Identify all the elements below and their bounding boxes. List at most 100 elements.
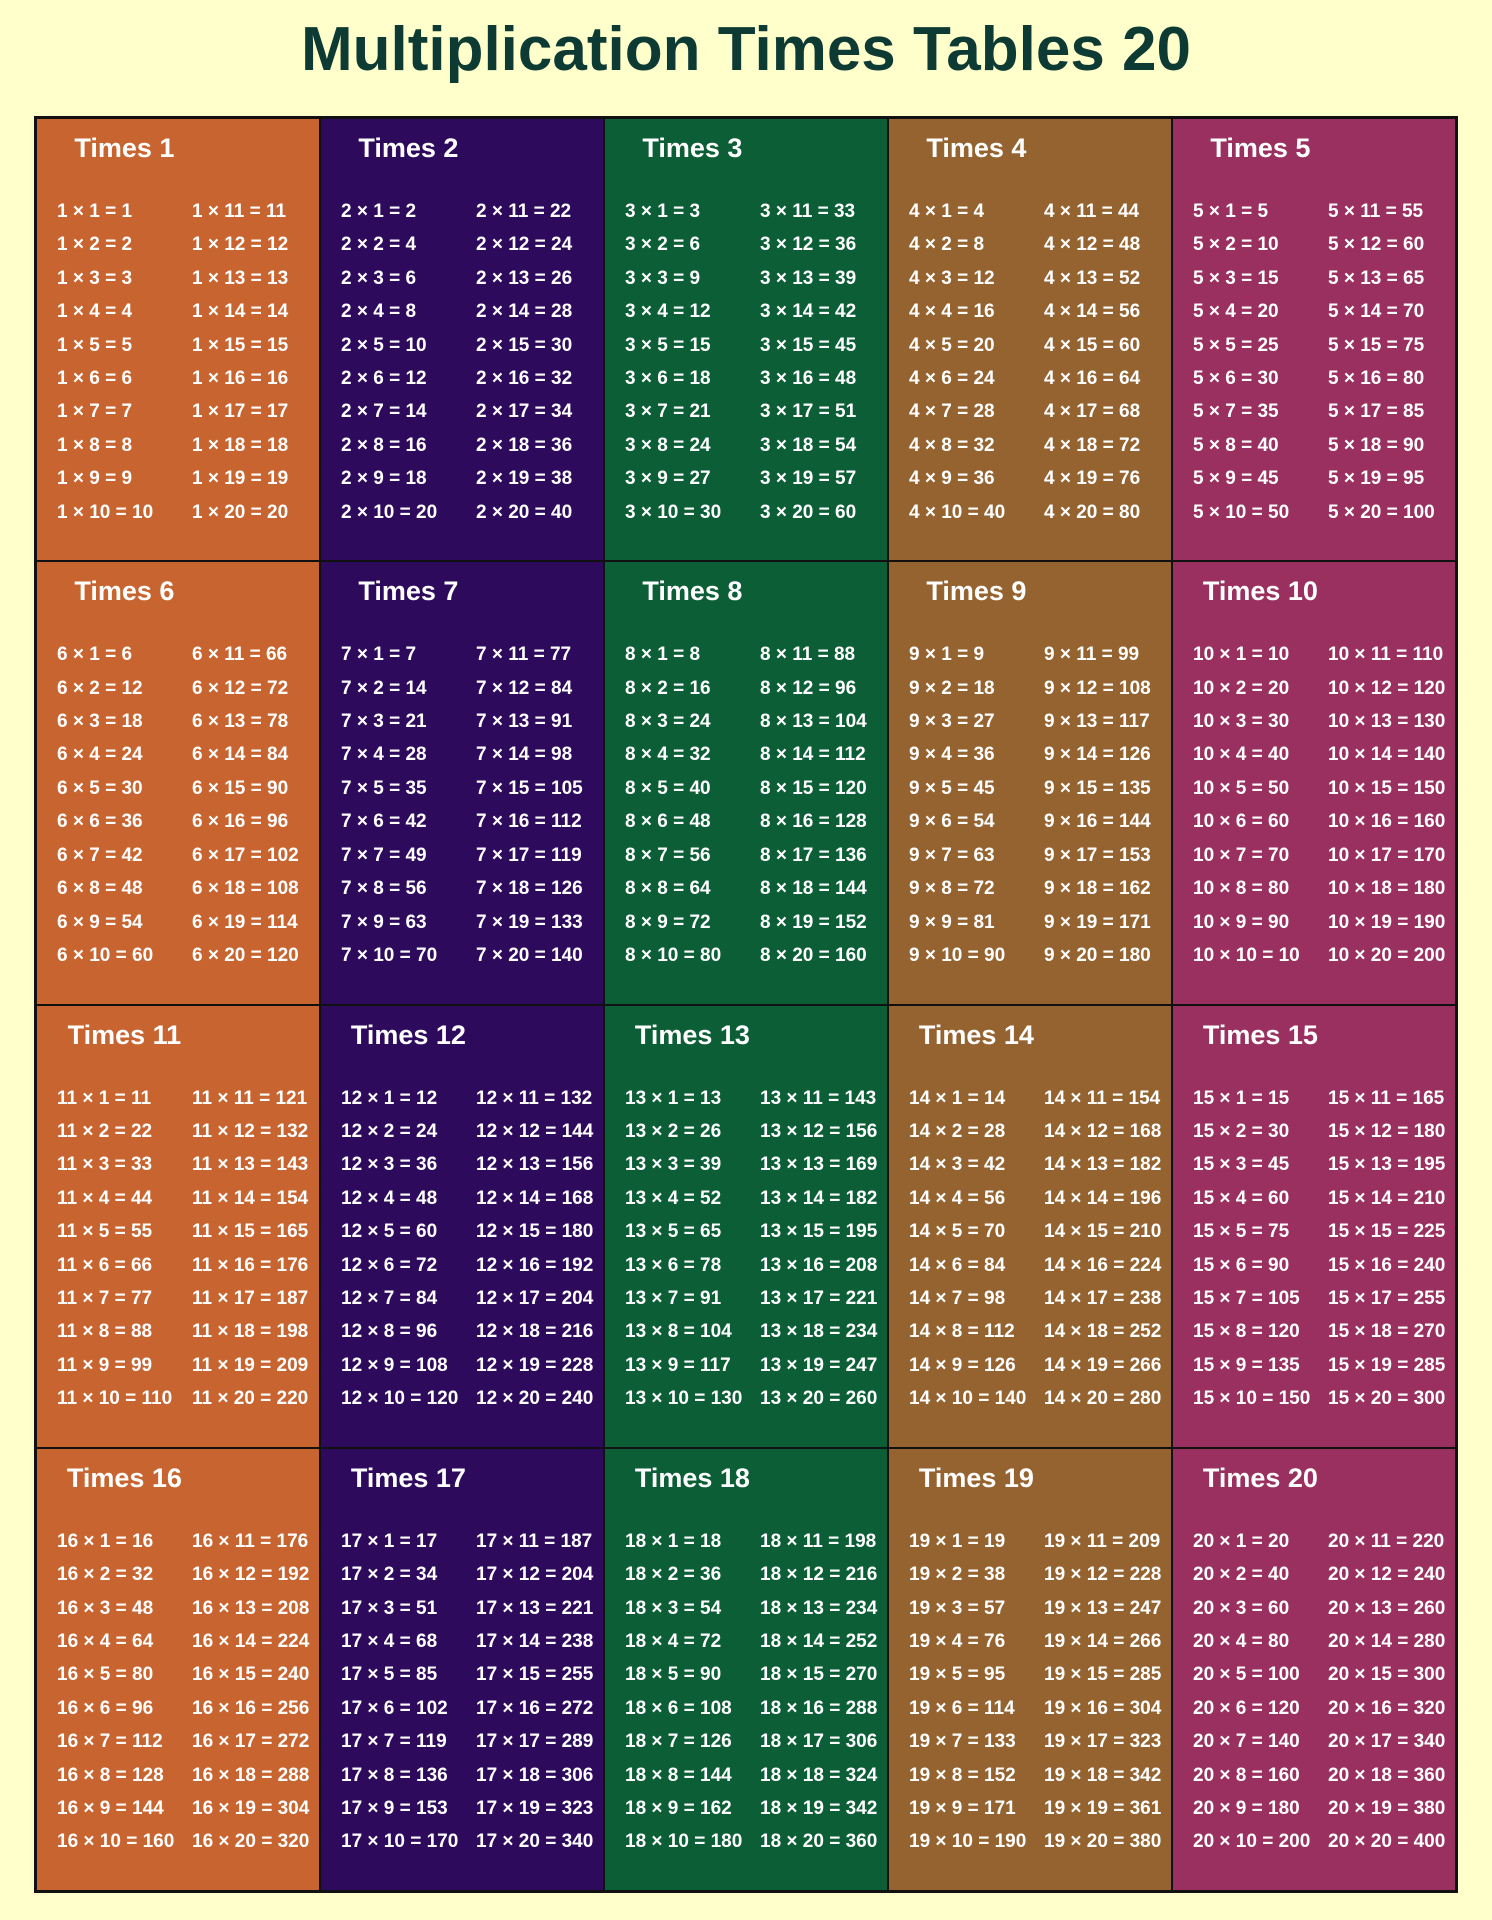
- equation: 9 × 18 = 162: [1044, 878, 1151, 900]
- equation: 15 × 1 = 15: [1193, 1087, 1290, 1109]
- equation: 19 × 3 = 57: [909, 1597, 1006, 1619]
- equation: 8 × 4 = 32: [625, 744, 711, 766]
- table-column-left: 7 × 1 = 7 7 × 2 = 14 7 × 3 = 21 7 × 4 = 28 7…: [341, 638, 437, 972]
- equation: 4 × 20 = 80: [1044, 501, 1141, 523]
- equation: 18 × 17 = 306: [760, 1731, 878, 1753]
- equation: 4 × 3 = 12: [909, 267, 995, 289]
- equation: 10 × 18 = 180: [1328, 878, 1446, 900]
- table-title: Times 6: [74, 576, 175, 607]
- times-table-16: Times 16 16 × 1 = 16 16 × 2 = 32 16 × 3 = 4…: [36, 1447, 320, 1891]
- equation: 7 × 7 = 49: [341, 844, 427, 866]
- equation: 2 × 6 = 12: [341, 368, 427, 390]
- equation: 7 × 2 = 14: [341, 677, 427, 699]
- equation: 10 × 6 = 60: [1193, 811, 1290, 833]
- equation: 13 × 6 = 78: [625, 1254, 722, 1276]
- table-column-left: 17 × 1 = 17 17 × 2 = 34 17 × 3 = 51 17 × 4 …: [341, 1525, 458, 1859]
- equation: 18 × 14 = 252: [760, 1630, 878, 1652]
- equation: 20 × 7 = 140: [1193, 1731, 1300, 1753]
- equation: 7 × 3 = 21: [341, 711, 427, 733]
- equation: 9 × 14 = 126: [1044, 744, 1151, 766]
- equation: 2 × 19 = 38: [476, 468, 573, 490]
- equation: 6 × 17 = 102: [192, 844, 299, 866]
- equation: 12 × 17 = 204: [476, 1287, 594, 1309]
- table-title: Times 20: [1202, 1462, 1318, 1493]
- equation: 1 × 11 = 11: [192, 201, 287, 222]
- equation: 3 × 15 = 45: [760, 334, 857, 356]
- page-title: Multiplication Times Tables 20: [300, 15, 1192, 84]
- equation: 6 × 11 = 66: [192, 644, 288, 666]
- equation: 17 × 12 = 204: [476, 1564, 594, 1586]
- table-column-left: 19 × 1 = 19 19 × 2 = 38 19 × 3 = 57 19 × 4 …: [909, 1525, 1026, 1859]
- equation: 7 × 8 = 56: [341, 878, 427, 900]
- equation: 13 × 13 = 169: [760, 1154, 878, 1176]
- equation: 18 × 20 = 360: [760, 1831, 878, 1853]
- equation: 20 × 12 = 240: [1328, 1564, 1446, 1586]
- equation: 5 × 12 = 60: [1328, 234, 1425, 256]
- equation: 14 × 2 = 28: [909, 1120, 1006, 1142]
- equation: 1 × 4 = 4: [57, 301, 133, 323]
- equation: 1 × 18 = 18: [192, 434, 289, 456]
- table-column-left: 12 × 1 = 12 12 × 2 = 24 12 × 3 = 36 12 × 4 …: [341, 1082, 458, 1416]
- equation: 10 × 9 = 90: [1193, 911, 1290, 933]
- equation: 4 × 10 = 40: [909, 501, 1006, 523]
- equation: 7 × 6 = 42: [341, 811, 427, 833]
- equation: 4 × 18 = 72: [1044, 434, 1141, 456]
- table-column-right: 15 × 11 = 165 15 × 12 = 180 15 × 13 = 195 1…: [1328, 1082, 1445, 1416]
- equation: 6 × 1 = 6: [57, 644, 133, 666]
- equation: 20 × 19 = 380: [1328, 1798, 1446, 1819]
- equation: 1 × 3 = 3: [57, 267, 133, 289]
- equation: 6 × 2 = 12: [57, 677, 143, 699]
- equation: 2 × 13 = 26: [476, 267, 573, 289]
- equation: 11 × 12 = 132: [192, 1120, 309, 1142]
- equation: 5 × 5 = 25: [1193, 334, 1279, 356]
- equation: 3 × 10 = 30: [625, 501, 722, 523]
- equation: 10 × 3 = 30: [1193, 711, 1290, 733]
- equation: 8 × 9 = 72: [625, 911, 711, 933]
- equation: 9 × 3 = 27: [909, 711, 995, 733]
- equation: 20 × 8 = 160: [1193, 1764, 1300, 1786]
- equation: 4 × 12 = 48: [1044, 234, 1141, 256]
- equation: 16 × 11 = 176: [192, 1530, 309, 1552]
- table-column-right: 10 × 11 = 110 10 × 12 = 120 10 × 13 = 130 1…: [1328, 638, 1445, 972]
- equation: 16 × 3 = 48: [57, 1597, 154, 1619]
- equation: 9 × 4 = 36: [909, 744, 995, 766]
- equation: 16 × 16 = 256: [192, 1697, 310, 1719]
- equation: 4 × 11 = 44: [1044, 201, 1140, 222]
- times-table-12: Times 12 12 × 1 = 12 12 × 2 = 24 12 × 3 = 3…: [320, 1004, 604, 1448]
- equation: 17 × 18 = 306: [476, 1764, 594, 1786]
- table-title: Times 8: [642, 576, 743, 607]
- table-column-right: 16 × 11 = 176 16 × 12 = 192 16 × 13 = 208 1…: [192, 1525, 309, 1859]
- equation: 19 × 2 = 38: [909, 1564, 1006, 1586]
- equation: 2 × 7 = 14: [341, 401, 427, 423]
- equation: 15 × 2 = 30: [1193, 1120, 1290, 1142]
- equation: 5 × 4 = 20: [1193, 301, 1279, 323]
- equation: 17 × 19 = 323: [476, 1798, 594, 1819]
- equation: 2 × 11 = 22: [476, 201, 572, 222]
- equation: 5 × 16 = 80: [1328, 368, 1425, 390]
- equation: 8 × 7 = 56: [625, 844, 711, 866]
- equation: 18 × 9 = 162: [625, 1798, 732, 1819]
- equation: 8 × 14 = 112: [760, 744, 866, 766]
- times-tables-grid: Times 1 1 × 1 = 1 1 × 2 = 2 1 × 3 = 3 1 × 4 …: [34, 116, 1458, 1893]
- equation: 11 × 20 = 220: [192, 1388, 309, 1410]
- equation: 11 × 10 = 110: [57, 1388, 173, 1410]
- equation: 13 × 14 = 182: [760, 1187, 878, 1209]
- table-title: Times 13: [634, 1019, 750, 1050]
- equation: 5 × 13 = 65: [1328, 267, 1425, 289]
- equation: 1 × 20 = 20: [192, 501, 289, 523]
- table-title: Times 7: [358, 576, 459, 607]
- times-table-19: Times 19 19 × 1 = 19 19 × 2 = 38 19 × 3 = 5…: [888, 1447, 1172, 1891]
- equation: 1 × 7 = 7: [57, 401, 133, 423]
- equation: 16 × 12 = 192: [192, 1564, 310, 1586]
- equation: 9 × 11 = 99: [1044, 644, 1140, 666]
- equation: 18 × 7 = 126: [625, 1731, 732, 1753]
- table-column-right: 6 × 11 = 66 6 × 12 = 72 6 × 13 = 78 6 × 14 …: [192, 638, 299, 972]
- equation: 13 × 9 = 117: [625, 1354, 731, 1376]
- equation: 6 × 15 = 90: [192, 777, 289, 799]
- equation: 15 × 5 = 75: [1193, 1221, 1290, 1243]
- equation: 14 × 9 = 126: [909, 1354, 1016, 1376]
- equation: 6 × 14 = 84: [192, 744, 289, 766]
- equation: 11 × 16 = 176: [192, 1254, 309, 1276]
- equation: 10 × 11 = 110: [1328, 644, 1444, 666]
- equation: 6 × 18 = 108: [192, 878, 299, 900]
